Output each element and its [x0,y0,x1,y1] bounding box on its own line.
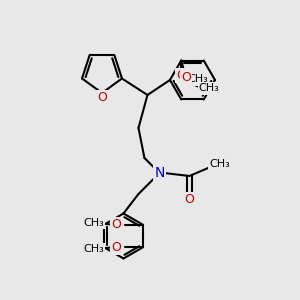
Text: O: O [176,69,186,82]
Text: O: O [181,70,191,83]
Text: CH₃: CH₃ [209,159,230,169]
Text: CH₃: CH₃ [199,83,220,93]
Text: O: O [97,91,107,104]
Text: CH₃: CH₃ [83,218,104,228]
Text: CH₃: CH₃ [187,74,208,84]
Text: O: O [112,218,122,231]
Text: O: O [184,193,194,206]
Text: N: N [154,166,165,180]
Text: CH₃: CH₃ [83,244,104,254]
Text: O: O [112,241,122,254]
